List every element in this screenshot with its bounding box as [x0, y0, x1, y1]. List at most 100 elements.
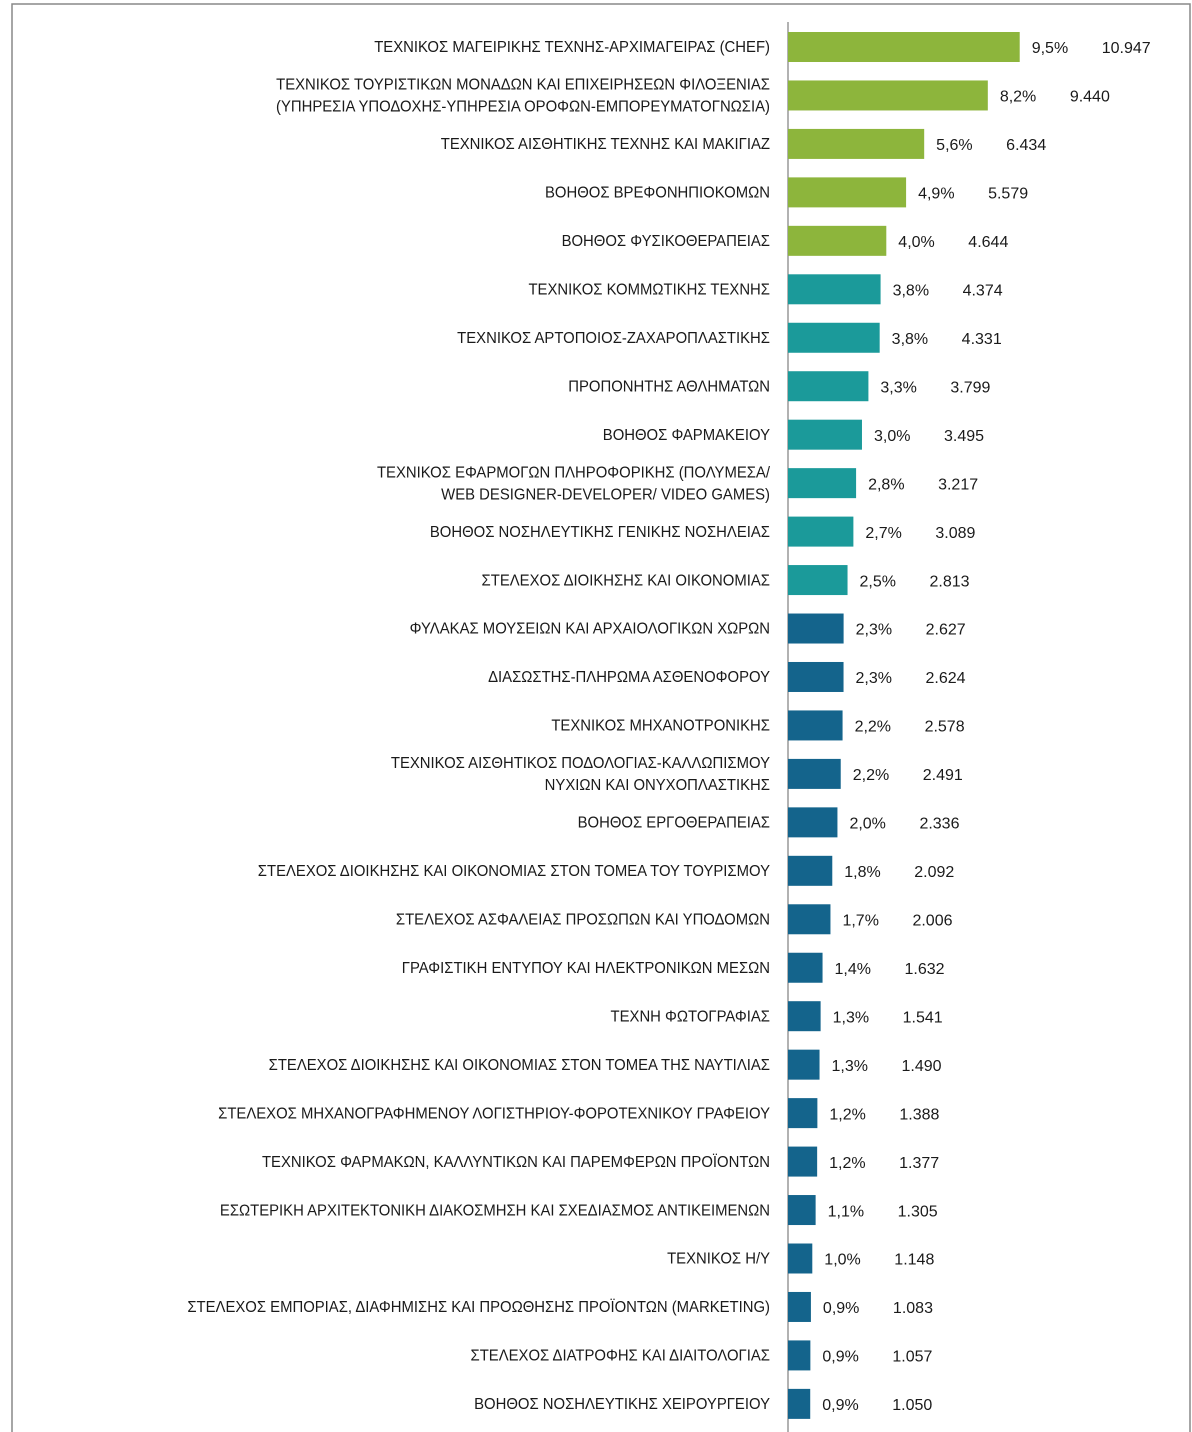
category-label: ΣΤΕΛΕΧΟΣ ΔΙΟΙΚΗΣΗΣ ΚΑΙ ΟΙΚΟΝΟΜΙΑΣ: [482, 572, 770, 590]
category-label: ΤΕΧΝΙΚΟΣ ΑΡΤΟΠΟΙΟΣ-ΖΑΧΑΡΟΠΛΑΣΤΙΚΗΣ: [457, 330, 770, 348]
value-label: 3.495: [944, 428, 984, 445]
bar: [788, 468, 857, 499]
value-label: 1.057: [892, 1349, 932, 1366]
share-label: 0,9%: [822, 1397, 858, 1414]
category-label: ΤΕΧΝΙΚΟΣ ΚΟΜΜΩΤΙΚΗΣ ΤΕΧΝΗΣ: [528, 281, 770, 299]
share-label: 2,3%: [856, 670, 892, 687]
share-label: 1,8%: [844, 864, 880, 881]
category-label: ΒΟΗΘΟΣ ΝΟΣΗΛΕΥΤΙΚΗΣ ΓΕΝΙΚΗΣ ΝΟΣΗΛΕΙΑΣ: [430, 523, 770, 541]
category-label: ΣΤΕΛΕΧΟΣ ΑΣΦΑΛΕΙΑΣ ΠΡΟΣΩΠΩΝ ΚΑΙ ΥΠΟΔΟΜΩΝ: [396, 911, 770, 929]
value-label: 2.491: [923, 767, 963, 784]
value-label: 2.092: [914, 864, 954, 881]
value-label: 2.624: [926, 670, 966, 687]
bar: [788, 565, 848, 596]
bar: [788, 710, 843, 741]
category-label: ΒΟΗΘΟΣ ΕΡΓΟΘΕΡΑΠΕΙΑΣ: [578, 814, 770, 832]
share-label: 3,8%: [893, 283, 929, 300]
category-label: ΠΡΟΠΟΝΗΤΗΣ ΑΘΛΗΜΑΤΩΝ: [568, 378, 770, 396]
bar: [788, 1340, 811, 1371]
value-label: 2.336: [919, 816, 959, 833]
bar: [788, 80, 988, 111]
value-label: 3.089: [935, 525, 975, 542]
value-label: 4.331: [962, 331, 1002, 348]
value-label: 1.388: [899, 1106, 939, 1123]
value-label: 1.083: [893, 1300, 933, 1317]
share-label: 2,8%: [868, 476, 904, 493]
category-label: ΣΤΕΛΕΧΟΣ ΔΙΑΤΡΟΦΗΣ ΚΑΙ ΔΙΑΙΤΟΛΟΓΙΑΣ: [471, 1347, 770, 1365]
share-label: 1,0%: [824, 1252, 860, 1269]
bar: [788, 274, 881, 305]
share-label: 4,0%: [898, 234, 934, 251]
share-label: 3,0%: [874, 428, 910, 445]
bar: [788, 807, 838, 838]
share-label: 9,5%: [1032, 40, 1068, 57]
share-label: 2,5%: [860, 573, 896, 590]
share-label: 1,3%: [832, 1058, 868, 1075]
share-label: 2,7%: [865, 525, 901, 542]
share-label: 0,9%: [822, 1349, 858, 1366]
value-label: 2.006: [912, 912, 952, 929]
category-label: ΣΤΕΛΕΧΟΣ ΔΙΟΙΚΗΣΗΣ ΚΑΙ ΟΙΚΟΝΟΜΙΑΣ ΣΤΟΝ Τ…: [269, 1056, 770, 1074]
share-label: 1,2%: [829, 1155, 865, 1172]
value-label: 1.490: [902, 1058, 942, 1075]
category-label: ΓΡΑΦΙΣΤΙΚΗ ΕΝΤΥΠΟΥ ΚΑΙ ΗΛΕΚΤΡΟΝΙΚΩΝ ΜΕΣΩ…: [402, 960, 770, 978]
category-label: ΝΥΧΙΩΝ ΚΑΙ ΟΝΥΧΟΠΛΑΣΤΙΚΗΣ: [545, 777, 770, 795]
value-label: 9.440: [1070, 89, 1110, 106]
value-label: 3.799: [950, 379, 990, 396]
category-label: ΤΕΧΝΗ ΦΩΤΟΓΡΑΦΙΑΣ: [611, 1008, 770, 1026]
category-label: ΤΕΧΝΙΚΟΣ ΜΗΧΑΝΟΤΡΟΝΙΚΗΣ: [551, 717, 770, 735]
value-label: 1.148: [894, 1252, 934, 1269]
bar: [788, 1291, 811, 1322]
share-label: 1,2%: [829, 1106, 865, 1123]
bar: [788, 371, 869, 402]
category-label: (ΥΠΗΡΕΣΙΑ ΥΠΟΔΟΧΗΣ-ΥΠΗΡΕΣΙΑ ΟΡΟΦΩΝ-ΕΜΠΟΡ…: [276, 98, 770, 116]
value-label: 2.813: [930, 573, 970, 590]
category-label: ΣΤΕΛΕΧΟΣ ΜΗΧΑΝΟΓΡΑΦΗΜΕΝΟΥ ΛΟΓΙΣΤΗΡΙΟΥ-ΦΟ…: [218, 1105, 770, 1123]
share-label: 1,4%: [835, 961, 871, 978]
value-label: 2.578: [925, 719, 965, 736]
bar: [788, 1049, 820, 1080]
share-label: 1,1%: [828, 1203, 864, 1220]
bar: [788, 758, 841, 789]
value-label: 1.377: [899, 1155, 939, 1172]
value-label: 1.541: [903, 1009, 943, 1026]
bar: [788, 225, 887, 256]
category-label: ΒΟΗΘΟΣ ΒΡΕΦΟΝΗΠΙΟΚΟΜΩΝ: [545, 184, 770, 202]
bar: [788, 1001, 821, 1032]
category-label: ΣΤΕΛΕΧΟΣ ΔΙΟΙΚΗΣΗΣ ΚΑΙ ΟΙΚΟΝΟΜΙΑΣ ΣΤΟΝ Τ…: [258, 863, 770, 881]
value-label: 2.627: [926, 622, 966, 639]
category-label: ΒΟΗΘΟΣ ΦΑΡΜΑΚΕΙΟΥ: [603, 426, 770, 444]
value-label: 4.644: [968, 234, 1008, 251]
share-label: 1,7%: [842, 912, 878, 929]
bar: [788, 661, 844, 692]
share-label: 2,0%: [849, 816, 885, 833]
share-label: 8,2%: [1000, 89, 1036, 106]
value-label: 1.632: [905, 961, 945, 978]
bar: [788, 322, 880, 353]
category-label: ΦΥΛΑΚΑΣ ΜΟΥΣΕΙΩΝ ΚΑΙ ΑΡΧΑΙΟΛΟΓΙΚΩΝ ΧΩΡΩΝ: [410, 620, 770, 638]
share-label: 2,2%: [855, 719, 891, 736]
value-label: 6.434: [1006, 137, 1046, 154]
bar: [788, 177, 907, 208]
category-label: ΤΕΧΝΙΚΟΣ ΤΟΥΡΙΣΤΙΚΩΝ ΜΟΝΑΔΩΝ ΚΑΙ ΕΠΙΧΕΙΡ…: [276, 76, 770, 94]
value-label: 10.947: [1102, 40, 1151, 57]
value-label: 4.374: [963, 283, 1003, 300]
category-label: ΤΕΧΝΙΚΟΣ Η/Υ: [667, 1250, 770, 1268]
value-label: 1.305: [898, 1203, 938, 1220]
category-label: ΒΟΗΘΟΣ ΝΟΣΗΛΕΥΤΙΚΗΣ ΧΕΙΡΟΥΡΓΕΙΟΥ: [474, 1396, 770, 1414]
share-label: 2,3%: [856, 622, 892, 639]
value-label: 1.050: [892, 1397, 932, 1414]
frame: [11, 3, 1191, 1432]
category-label: ΤΕΧΝΙΚΟΣ ΑΙΣΘΗΤΙΚΟΣ ΠΟΔΟΛΟΓΙΑΣ-ΚΑΛΛΩΠΙΣΜ…: [391, 755, 770, 773]
value-label: 3.217: [938, 476, 978, 493]
share-label: 3,8%: [892, 331, 928, 348]
bar: [788, 613, 844, 644]
category-label: ΔΙΑΣΩΣΤΗΣ-ΠΛΗΡΩΜΑ ΑΣΘΕΝΟΦΟΡΟΥ: [488, 669, 770, 687]
value-label: 5.579: [988, 186, 1028, 203]
share-label: 5,6%: [936, 137, 972, 154]
category-label: ΣΤΕΛΕΧΟΣ ΕΜΠΟΡΙΑΣ, ΔΙΑΦΗΜΙΣΗΣ ΚΑΙ ΠΡΟΩΘΗ…: [187, 1299, 770, 1317]
bar: [788, 1146, 818, 1177]
bar: [788, 952, 823, 983]
share-label: 3,3%: [880, 379, 916, 396]
